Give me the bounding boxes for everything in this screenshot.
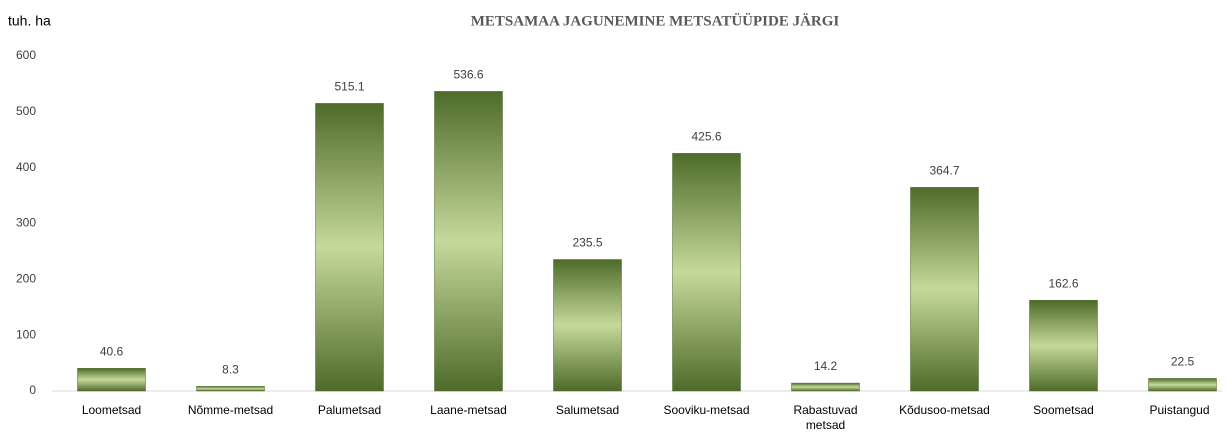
bar xyxy=(672,153,741,392)
data-label: 515.1 xyxy=(334,80,364,94)
x-tick-label: Laane-metsad xyxy=(430,403,507,417)
chart-title: METSAMAA JAGUNEMINE METSATÜÜPIDE JÄRGI xyxy=(471,12,840,29)
y-tick-label: 100 xyxy=(16,327,36,341)
bar xyxy=(553,259,622,392)
data-label: 22.5 xyxy=(1171,355,1195,369)
x-tick-label: Salumetsad xyxy=(555,403,620,417)
y-tick-label: 300 xyxy=(16,216,36,230)
data-label: 425.6 xyxy=(691,130,721,144)
y-tick-label: 200 xyxy=(16,272,36,286)
x-tick-label: Puistangud xyxy=(1149,403,1210,417)
data-label: 235.5 xyxy=(572,236,602,250)
x-tick-label: Soometsad xyxy=(1033,403,1094,417)
data-label: 8.3 xyxy=(222,363,239,377)
bar xyxy=(1029,299,1098,392)
bar xyxy=(196,386,265,392)
x-tick-label: Loometsad xyxy=(81,403,142,417)
data-label: 40.6 xyxy=(100,345,124,359)
x-tick-label: Palumetsad xyxy=(317,403,382,417)
data-label: 14.2 xyxy=(814,359,838,373)
y-axis-label: tuh. ha xyxy=(8,13,51,29)
y-tick-label: 500 xyxy=(16,104,36,118)
x-tick-label: Nõmme-metsad xyxy=(187,403,274,417)
x-tick-label: Rabastuvad metsad xyxy=(793,403,858,432)
data-label: 364.7 xyxy=(929,164,959,178)
bar xyxy=(791,382,860,392)
x-tick-label: Kõdusoo-metsad xyxy=(899,403,990,417)
x-tick-label: Sooviku-metsad xyxy=(663,403,750,417)
y-tick-label: 0 xyxy=(29,383,36,397)
y-tick-label: 600 xyxy=(16,48,36,62)
data-label: 536.6 xyxy=(453,68,483,82)
bar xyxy=(910,187,979,392)
data-label: 162.6 xyxy=(1048,276,1078,290)
bar xyxy=(315,103,384,392)
bar xyxy=(77,368,146,392)
bar xyxy=(434,91,503,392)
y-tick-label: 400 xyxy=(16,160,36,174)
bar xyxy=(1148,378,1217,392)
